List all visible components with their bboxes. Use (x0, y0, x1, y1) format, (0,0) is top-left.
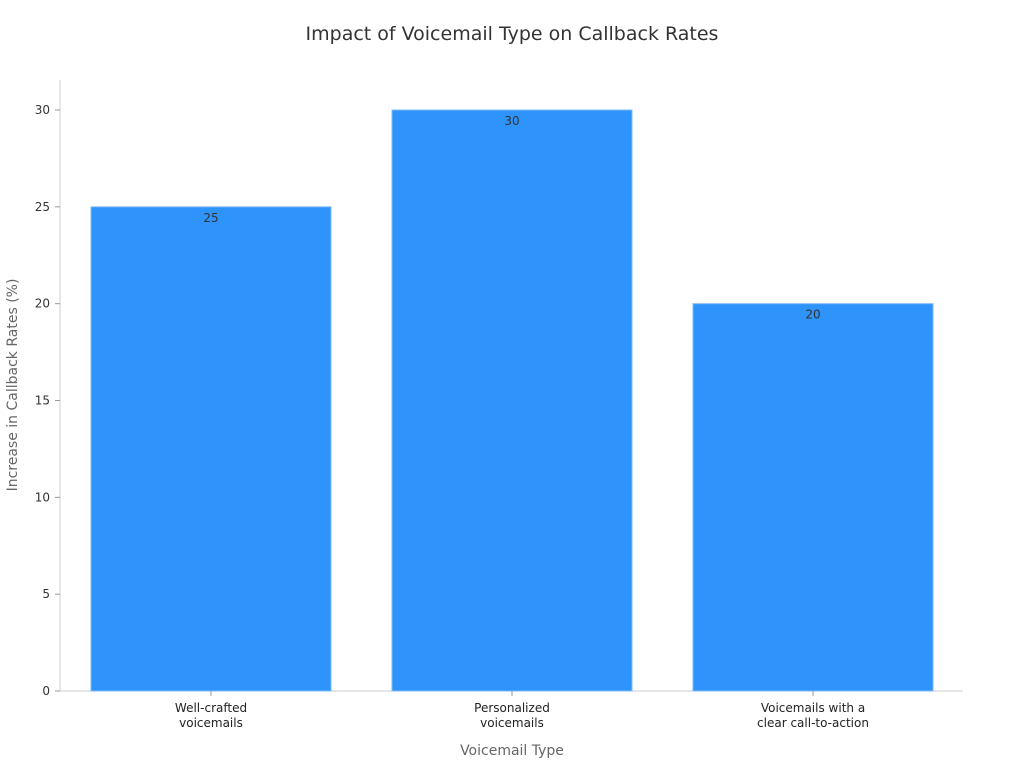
data-label: 20 (805, 308, 820, 322)
y-tick-label: 5 (42, 587, 50, 601)
x-tick-label: voicemails (179, 716, 243, 730)
y-tick-label: 10 (35, 490, 50, 504)
chart-title: Impact of Voicemail Type on Callback Rat… (306, 23, 719, 45)
x-tick-label: Voicemails with a (761, 701, 865, 715)
data-label: 30 (504, 114, 519, 128)
bar (391, 109, 633, 692)
y-tick-label: 25 (35, 200, 50, 214)
y-tick-label: 20 (35, 297, 50, 311)
x-axis-label: Voicemail Type (460, 743, 564, 759)
x-tick-label: clear call-to-action (757, 716, 869, 730)
x-tick-label: voicemails (480, 716, 544, 730)
y-tick-label: 30 (35, 103, 50, 117)
y-tick-label: 0 (42, 684, 50, 698)
bar (90, 206, 332, 692)
y-axis-label: Increase in Callback Rates (%) (5, 279, 21, 492)
y-tick-label: 15 (35, 394, 50, 408)
x-tick-label: Personalized (474, 701, 550, 715)
x-tick-label: Well-crafted (175, 701, 247, 715)
bar (692, 303, 934, 692)
data-label: 25 (203, 211, 218, 225)
